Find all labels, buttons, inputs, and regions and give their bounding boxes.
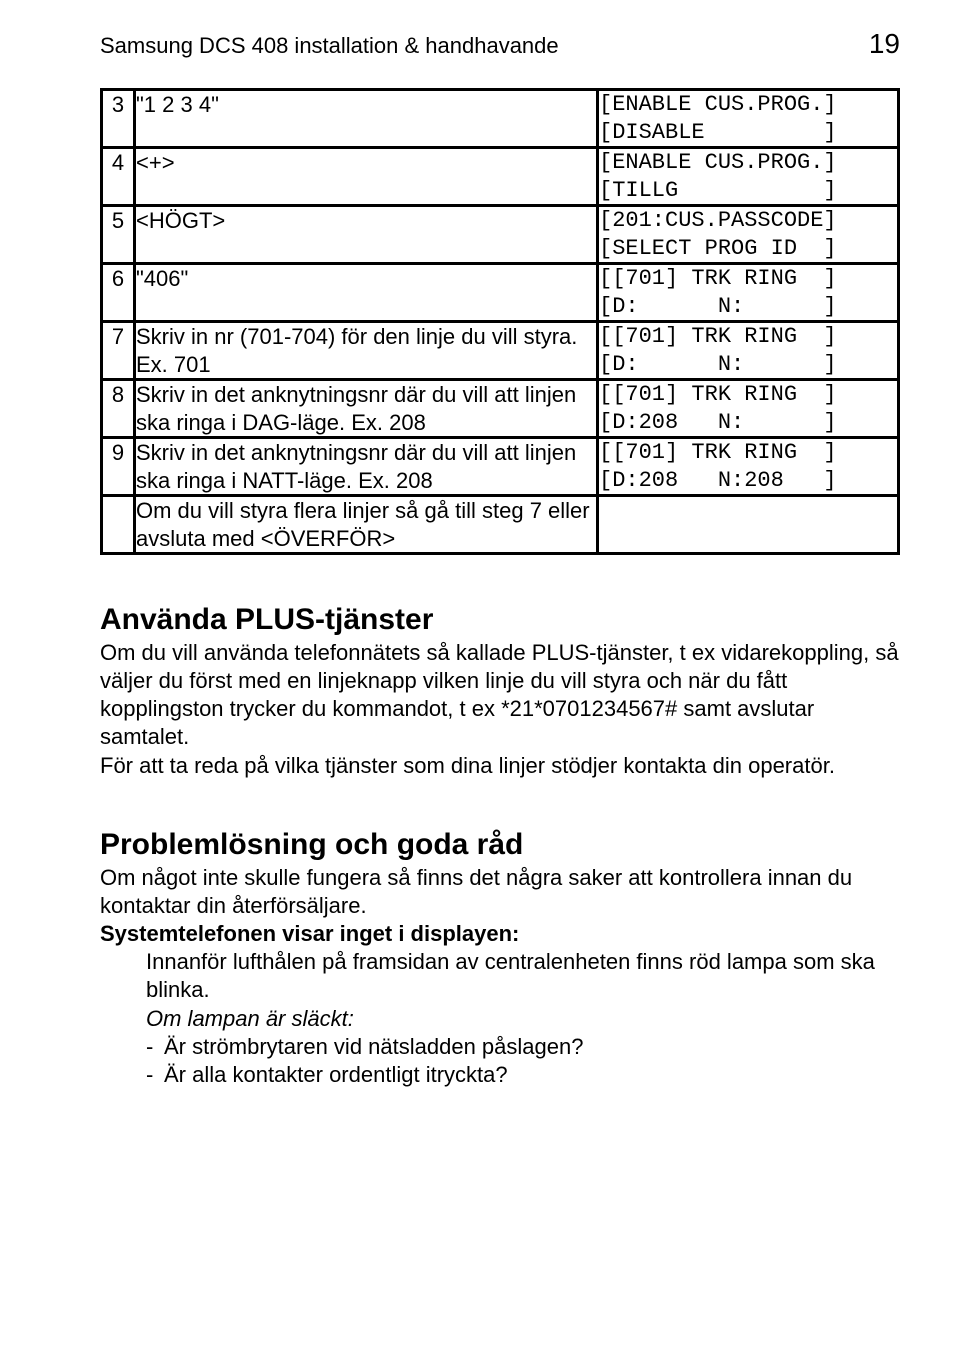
step-number: 8 xyxy=(102,380,135,438)
page-container: Samsung DCS 408 installation & handhavan… xyxy=(0,0,960,1150)
instruction-line: Innanför lufthålen på framsidan av centr… xyxy=(146,948,900,1004)
step-desc: Om du vill styra flera linjer så gå till… xyxy=(135,496,598,554)
dash-icon: - xyxy=(146,1061,164,1090)
step-code: [[701] TRK RING ] [D: N: ] xyxy=(598,264,899,322)
italic-line: Om lampan är släckt: xyxy=(146,1005,900,1033)
step-number xyxy=(102,496,135,554)
section-heading: Använda PLUS-tjänster xyxy=(100,603,900,637)
bullet-text: Är alla kontakter ordentligt itryckta? xyxy=(164,1061,508,1090)
bullet-text: Är strömbrytaren vid nätsladden påslagen… xyxy=(164,1033,583,1062)
plus-services-section: Använda PLUS-tjänster Om du vill använda… xyxy=(100,603,900,780)
section-intro: Om något inte skulle fungera så finns de… xyxy=(100,864,900,920)
step-code: [ENABLE CUS.PROG.] [DISABLE ] xyxy=(598,90,899,148)
sub-heading: Systemtelefonen visar inget i displayen: xyxy=(100,920,900,948)
step-desc: Skriv in det anknytningsnr där du vill a… xyxy=(135,438,598,496)
step-number: 6 xyxy=(102,264,135,322)
table-row: 4 <+> [ENABLE CUS.PROG.] [TILLG ] xyxy=(102,148,899,206)
table-row: 5 <HÖGT> [201:CUS.PASSCODE] [SELECT PROG… xyxy=(102,206,899,264)
step-code: [[701] TRK RING ] [D:208 N:208 ] xyxy=(598,438,899,496)
step-desc: Skriv in det anknytningsnr där du vill a… xyxy=(135,380,598,438)
step-number: 5 xyxy=(102,206,135,264)
step-number: 9 xyxy=(102,438,135,496)
header-title: Samsung DCS 408 installation & handhavan… xyxy=(100,33,559,59)
troubleshooting-section: Problemlösning och goda råd Om något int… xyxy=(100,828,900,1090)
step-number: 4 xyxy=(102,148,135,206)
page-number: 19 xyxy=(869,28,900,60)
procedure-table: 3 "1 2 3 4" [ENABLE CUS.PROG.] [DISABLE … xyxy=(100,88,900,555)
section-heading: Problemlösning och goda råd xyxy=(100,828,900,862)
bullet-item: - Är alla kontakter ordentligt itryckta? xyxy=(146,1061,900,1090)
section-body: För att ta reda på vilka tjänster som di… xyxy=(100,752,900,780)
indented-block: Innanför lufthålen på framsidan av centr… xyxy=(100,948,900,1090)
table-row: Om du vill styra flera linjer så gå till… xyxy=(102,496,899,554)
step-desc: "1 2 3 4" xyxy=(135,90,598,148)
step-code: [ENABLE CUS.PROG.] [TILLG ] xyxy=(598,148,899,206)
table-row: 8 Skriv in det anknytningsnr där du vill… xyxy=(102,380,899,438)
step-code xyxy=(598,496,899,554)
step-code: [201:CUS.PASSCODE] [SELECT PROG ID ] xyxy=(598,206,899,264)
dash-icon: - xyxy=(146,1033,164,1062)
table-row: 3 "1 2 3 4" [ENABLE CUS.PROG.] [DISABLE … xyxy=(102,90,899,148)
step-desc: <+> xyxy=(135,148,598,206)
table-row: 7 Skriv in nr (701-704) för den linje du… xyxy=(102,322,899,380)
bullet-item: - Är strömbrytaren vid nätsladden påslag… xyxy=(146,1033,900,1062)
step-code: [[701] TRK RING ] [D: N: ] xyxy=(598,322,899,380)
table-row: 6 "406" [[701] TRK RING ] [D: N: ] xyxy=(102,264,899,322)
step-desc: <HÖGT> xyxy=(135,206,598,264)
step-number: 7 xyxy=(102,322,135,380)
step-desc: "406" xyxy=(135,264,598,322)
step-number: 3 xyxy=(102,90,135,148)
page-header: Samsung DCS 408 installation & handhavan… xyxy=(100,28,900,60)
table-row: 9 Skriv in det anknytningsnr där du vill… xyxy=(102,438,899,496)
section-body: Om du vill använda telefonnätets så kall… xyxy=(100,639,900,752)
step-desc: Skriv in nr (701-704) för den linje du v… xyxy=(135,322,598,380)
step-code: [[701] TRK RING ] [D:208 N: ] xyxy=(598,380,899,438)
